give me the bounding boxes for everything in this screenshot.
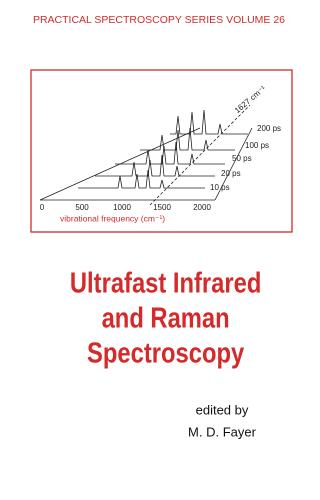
title-line: and Raman (102, 301, 230, 334)
perspective-line (214, 127, 253, 201)
editor-prefix: edited by (196, 402, 249, 417)
title-line: Spectroscopy (87, 336, 244, 369)
series-title: PRACTICAL SPECTROSCOPY SERIES VOLUME 26 (33, 14, 285, 26)
spectrum (115, 141, 225, 165)
time-label: 200 ps (257, 124, 281, 133)
time-label: 20 ps (221, 169, 241, 178)
time-label: 50 ps (232, 154, 252, 163)
title-line: Ultrafast Infrared (70, 266, 261, 299)
axis-tick-label: 1000 (113, 203, 131, 212)
axis-tick-label: 1500 (153, 203, 171, 212)
axis-label: vibrational frequency (cm⁻¹) (60, 213, 165, 223)
axis-tick-label: 500 (75, 203, 89, 212)
axis-tick-label: 2000 (193, 203, 211, 212)
spectrum (140, 127, 235, 151)
spectrum (78, 169, 205, 189)
time-label: 100 ps (245, 141, 269, 150)
axis-tick-label: 0 (40, 203, 45, 212)
spectrum (170, 109, 248, 135)
waterfall-plot (39, 104, 253, 206)
illustration-frame (30, 69, 293, 233)
peak-guide (149, 104, 251, 206)
time-label: 10 ps (210, 183, 230, 192)
editor-name: M. D. Fayer (188, 424, 257, 439)
